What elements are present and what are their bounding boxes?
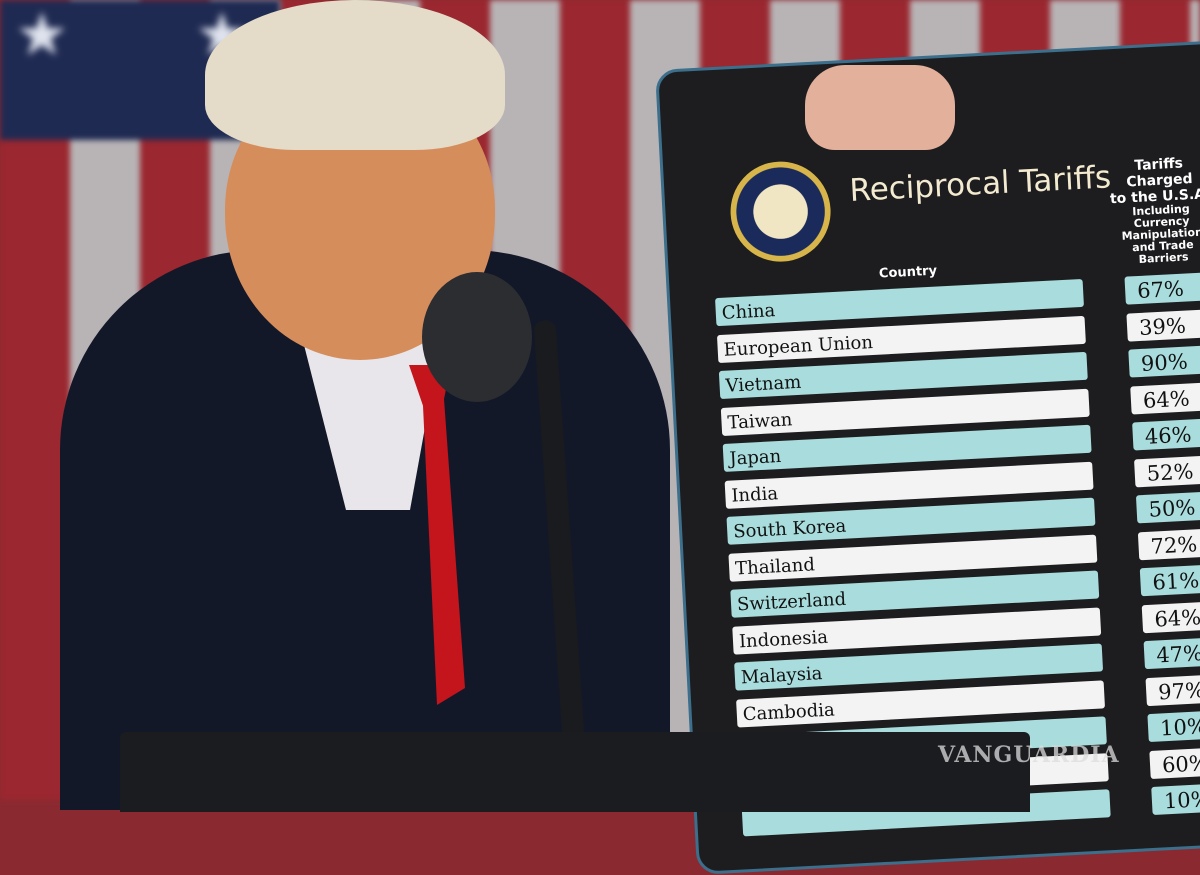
tariff-cell: 46% xyxy=(1132,416,1200,451)
table-row: Taiwan 64% xyxy=(720,380,1200,444)
header-line: Tariffs Charged xyxy=(1126,155,1193,191)
table-row: Vietnam 90% xyxy=(718,343,1200,407)
tariff-cell: 10% xyxy=(1151,781,1200,815)
tariff-cell: 67% xyxy=(1124,270,1200,305)
table-row: 10% xyxy=(741,781,1200,844)
table-row: Malaysia 47% xyxy=(734,635,1200,699)
table-row: South Korea 50% xyxy=(726,489,1200,553)
table-row: Thailand 72% xyxy=(728,526,1200,589)
tariff-cell: 60% xyxy=(1149,744,1200,779)
sign-title: Reciprocal Tariffs xyxy=(848,159,1112,209)
table-row: Japan 46% xyxy=(722,416,1200,480)
header-line: and Trade Barriers xyxy=(1131,238,1194,266)
tariff-cell: 39% xyxy=(1126,307,1200,342)
tariff-cell: 50% xyxy=(1135,489,1200,524)
table-row: Indonesia 64% xyxy=(732,599,1200,662)
table-row: India 52% xyxy=(724,453,1200,516)
microphone xyxy=(422,272,532,402)
podium xyxy=(120,732,1030,812)
tariff-cell: 64% xyxy=(1130,380,1200,415)
watermark: VANGUARDIA xyxy=(938,742,1120,768)
tariff-cell: 47% xyxy=(1143,635,1200,670)
hair xyxy=(205,0,505,150)
tariff-cell: 52% xyxy=(1134,453,1200,487)
country-header: Country xyxy=(878,263,938,282)
star-icon: ★ xyxy=(15,0,69,70)
tariff-cell: 90% xyxy=(1128,343,1200,378)
table-row: Cambodia 97% xyxy=(736,671,1200,735)
tariff-cell: 10% xyxy=(1147,708,1200,743)
tariff-cell: 97% xyxy=(1145,671,1200,706)
tariff-cell: 61% xyxy=(1139,562,1200,597)
presidential-seal xyxy=(728,159,834,265)
hand xyxy=(805,65,955,150)
tariff-cell: 72% xyxy=(1137,526,1200,560)
table-row: Switzerland 61% xyxy=(730,562,1200,626)
table-row: European Union 39% xyxy=(716,307,1200,371)
table-row: China 67% xyxy=(715,270,1200,334)
tariff-cell: 64% xyxy=(1141,599,1200,633)
tariffs-header: Tariffs Charged to the U.S.A. Including … xyxy=(1103,154,1200,268)
